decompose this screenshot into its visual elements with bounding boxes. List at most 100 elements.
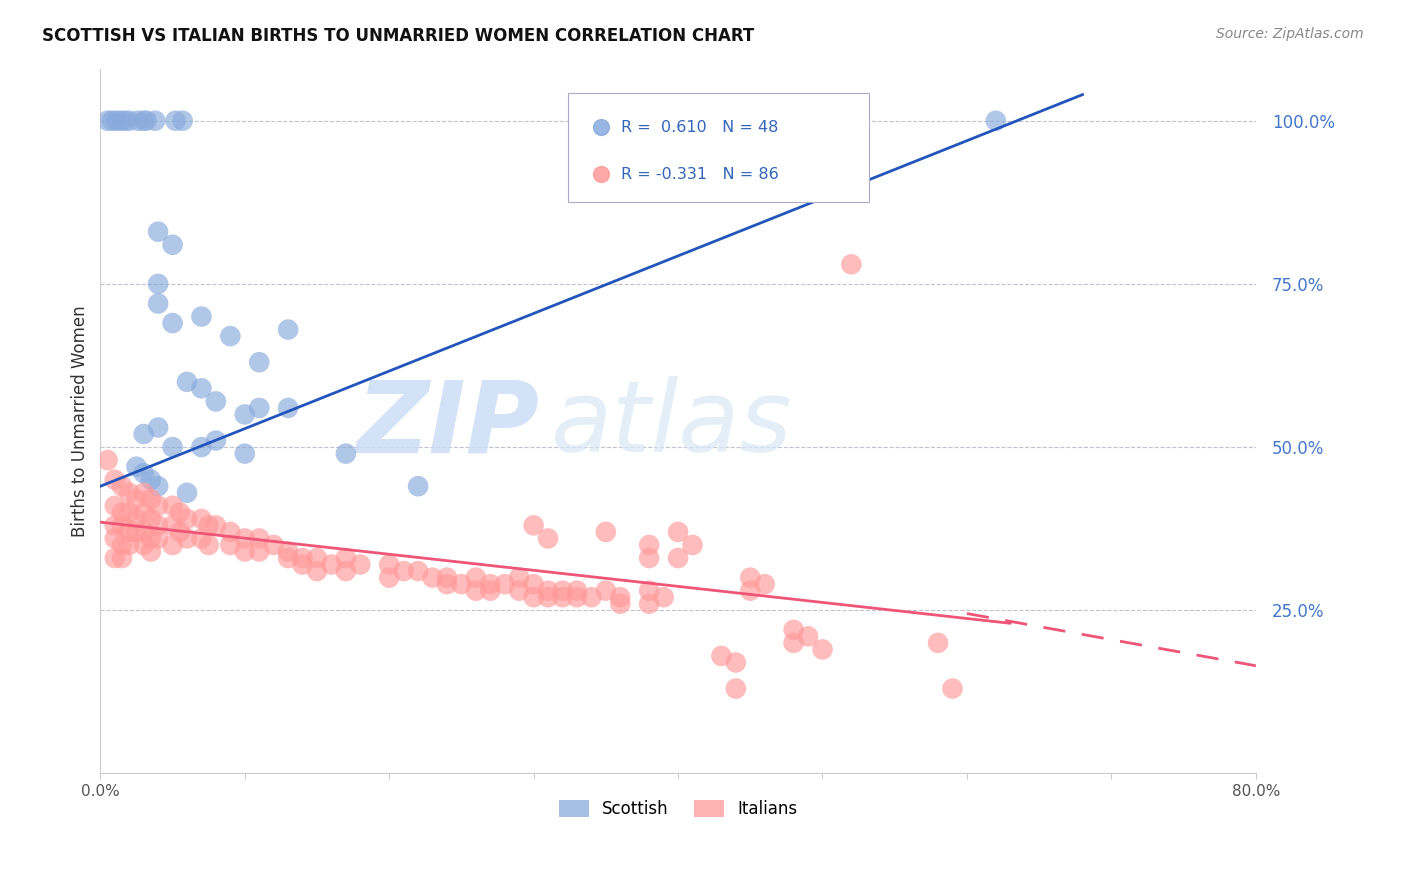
Point xyxy=(101,113,124,128)
Point xyxy=(740,583,762,598)
Point xyxy=(197,538,219,552)
Point xyxy=(450,577,472,591)
Point xyxy=(132,113,155,128)
Point xyxy=(291,558,314,572)
Point xyxy=(165,113,187,128)
Point xyxy=(754,577,776,591)
Point xyxy=(205,394,228,409)
Point xyxy=(378,571,401,585)
Point xyxy=(104,551,127,566)
Point xyxy=(710,648,733,663)
Point xyxy=(197,518,219,533)
Point xyxy=(105,113,128,128)
Point xyxy=(247,401,270,415)
Point xyxy=(104,473,127,487)
Point xyxy=(523,518,546,533)
FancyBboxPatch shape xyxy=(568,93,869,202)
Point xyxy=(378,558,401,572)
Point xyxy=(682,538,704,552)
Point xyxy=(233,532,256,546)
Point xyxy=(406,564,429,578)
Point xyxy=(523,591,546,605)
Point xyxy=(714,168,737,182)
Point xyxy=(494,577,516,591)
Point xyxy=(118,538,141,552)
Point xyxy=(638,538,661,552)
Point xyxy=(305,564,328,578)
Point xyxy=(638,583,661,598)
Point xyxy=(479,583,502,598)
Point xyxy=(172,113,194,128)
Point xyxy=(97,113,120,128)
Point xyxy=(464,571,486,585)
Point xyxy=(139,473,162,487)
Point xyxy=(104,518,127,533)
Point xyxy=(941,681,963,696)
Point xyxy=(146,277,169,291)
Point xyxy=(666,551,689,566)
Point xyxy=(114,113,136,128)
Point xyxy=(111,551,134,566)
Text: Source: ZipAtlas.com: Source: ZipAtlas.com xyxy=(1216,27,1364,41)
Point xyxy=(146,225,169,239)
Point xyxy=(740,571,762,585)
Text: SCOTTISH VS ITALIAN BIRTHS TO UNMARRIED WOMEN CORRELATION CHART: SCOTTISH VS ITALIAN BIRTHS TO UNMARRIED … xyxy=(42,27,755,45)
Point xyxy=(335,564,357,578)
Point xyxy=(139,544,162,558)
Point xyxy=(176,375,198,389)
Point xyxy=(436,571,458,585)
Point xyxy=(176,512,198,526)
Point xyxy=(247,532,270,546)
Point xyxy=(132,485,155,500)
Point xyxy=(508,571,530,585)
Point xyxy=(162,538,184,552)
Point xyxy=(233,447,256,461)
Point xyxy=(247,544,270,558)
Point xyxy=(118,505,141,519)
Point xyxy=(162,499,184,513)
Point xyxy=(104,499,127,513)
Point xyxy=(652,591,675,605)
Point xyxy=(724,656,747,670)
Point xyxy=(111,505,134,519)
Point xyxy=(508,583,530,598)
Point xyxy=(219,524,242,539)
Point xyxy=(143,113,166,128)
Point xyxy=(797,629,820,643)
Point xyxy=(537,583,560,598)
Point xyxy=(666,524,689,539)
Point xyxy=(176,485,198,500)
Text: ZIP: ZIP xyxy=(356,376,540,473)
Point xyxy=(118,524,141,539)
Point xyxy=(277,544,299,558)
Point xyxy=(436,577,458,591)
Point xyxy=(190,440,212,454)
Point xyxy=(984,113,1007,128)
Point xyxy=(125,459,148,474)
Point xyxy=(139,492,162,507)
Point xyxy=(551,591,574,605)
Point xyxy=(523,577,546,591)
Point xyxy=(104,532,127,546)
Point xyxy=(537,591,560,605)
Point xyxy=(841,257,863,271)
Point xyxy=(190,512,212,526)
Point xyxy=(233,544,256,558)
Y-axis label: Births to Unmarried Women: Births to Unmarried Women xyxy=(72,305,89,537)
Point xyxy=(595,524,617,539)
Point xyxy=(263,538,285,552)
Point xyxy=(162,316,184,330)
Point xyxy=(335,447,357,461)
Point xyxy=(277,401,299,415)
Point xyxy=(110,113,132,128)
Point xyxy=(111,518,134,533)
Point xyxy=(811,642,834,657)
Point xyxy=(205,518,228,533)
Point xyxy=(190,310,212,324)
Point xyxy=(321,558,343,572)
Point xyxy=(335,551,357,566)
Point xyxy=(162,518,184,533)
Point xyxy=(422,571,444,585)
Point xyxy=(609,597,631,611)
Point xyxy=(277,551,299,566)
